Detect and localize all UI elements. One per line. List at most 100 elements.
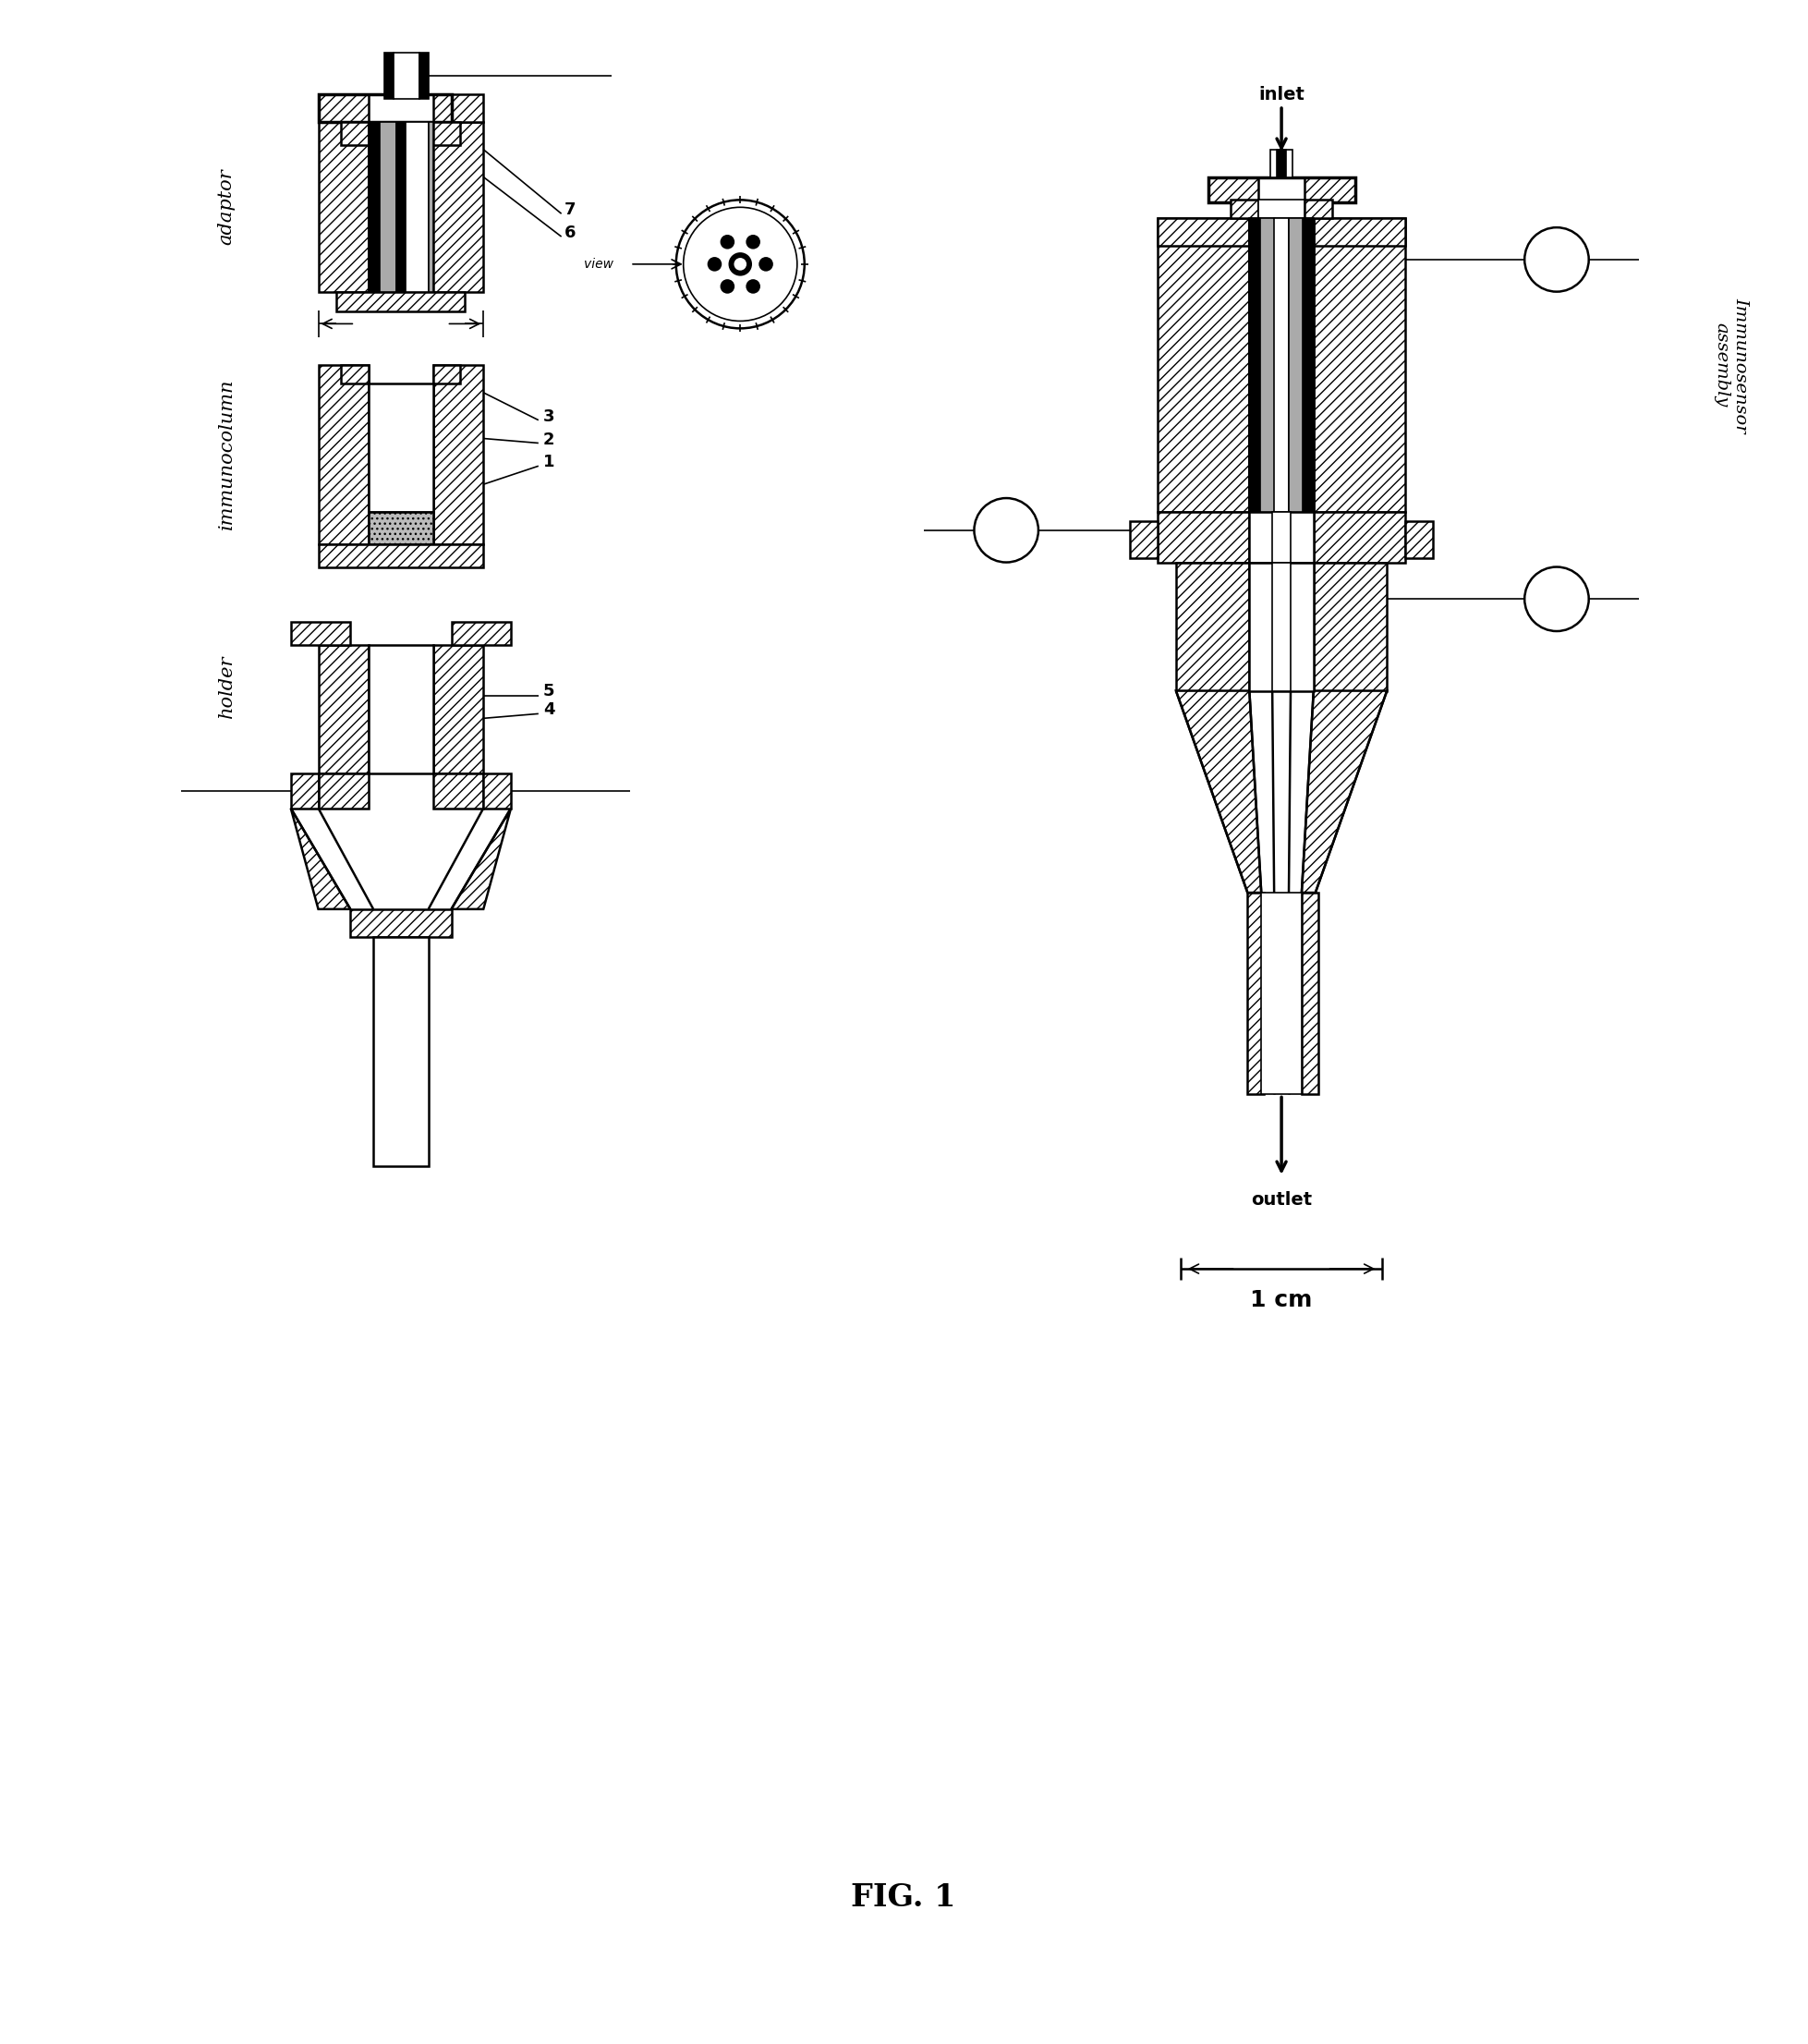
Bar [1405,521,1432,558]
Bar [318,94,452,123]
Bar [318,123,369,292]
Circle shape [721,280,734,292]
Bar [1302,893,1318,1094]
Bar [1208,178,1258,202]
Bar [1130,521,1157,558]
Circle shape [676,200,805,329]
Bar [1276,149,1285,178]
Bar [1314,219,1405,245]
Bar [419,53,428,98]
Bar [1302,219,1314,511]
Polygon shape [452,807,512,910]
Text: Immunosensor
assembly: Immunosensor assembly [1712,296,1748,433]
Bar [1289,219,1304,511]
Bar [318,366,369,544]
Bar [432,94,483,123]
Bar [318,646,369,773]
Text: C: C [1549,591,1564,609]
Bar [432,366,483,544]
Bar [1314,562,1387,691]
Bar [1249,219,1260,511]
Bar [432,366,461,384]
Text: inlet: inlet [1258,86,1305,104]
Text: 5: 5 [542,683,555,699]
Bar [432,123,461,145]
Bar [1175,562,1249,691]
Bar [369,646,432,773]
Polygon shape [291,807,351,910]
Bar [1249,562,1314,691]
Circle shape [975,499,1038,562]
Text: R: R [998,521,1014,540]
Bar [385,53,394,98]
Bar [428,123,432,292]
Bar [1304,200,1332,219]
Bar [318,544,483,566]
Bar [432,123,483,292]
Bar [336,292,465,313]
Bar [380,123,396,292]
Bar [1260,219,1275,511]
Text: 1 cm: 1 cm [1251,1290,1313,1310]
Bar [1304,178,1354,202]
Bar [405,123,428,292]
Bar [1275,219,1289,511]
Polygon shape [1302,691,1387,893]
Bar [342,123,369,145]
Text: 4: 4 [542,701,555,717]
Bar [1208,178,1354,202]
Circle shape [747,235,759,247]
Bar [1273,511,1291,562]
Bar [1314,219,1405,511]
Bar [372,936,428,1165]
Bar [318,94,369,123]
Bar [369,384,432,511]
Bar [1258,200,1304,219]
Bar [483,773,512,807]
Bar [1271,149,1293,178]
Bar [369,511,432,544]
Bar [1157,511,1249,562]
Bar [432,646,483,773]
Bar [1249,511,1314,562]
Bar [1314,511,1405,562]
Text: 6: 6 [564,225,575,241]
Bar [1273,562,1291,691]
Circle shape [683,206,797,321]
Bar [351,910,452,936]
Bar [1231,200,1258,219]
Bar [394,53,419,98]
Text: immunocolumn: immunocolumn [217,378,235,529]
Text: 3: 3 [542,409,555,425]
Bar [342,366,369,384]
Bar [432,773,483,807]
Bar [396,123,405,292]
Bar [1249,219,1314,511]
Bar [452,621,512,646]
Text: FIG. 1: FIG. 1 [852,1883,956,1913]
Text: view: view [584,258,615,270]
Circle shape [734,260,745,270]
Bar [1248,893,1264,1094]
Bar [1157,219,1249,511]
Bar [369,123,380,292]
Text: W: W [1546,249,1568,270]
Circle shape [747,280,759,292]
Circle shape [759,258,772,270]
Circle shape [709,258,721,270]
Circle shape [1524,566,1589,632]
Text: 7: 7 [564,202,575,219]
Bar [369,123,432,292]
Text: holder: holder [217,654,235,717]
Circle shape [721,235,734,247]
Bar [1262,893,1302,1094]
Circle shape [1524,227,1589,292]
Bar [318,773,369,807]
Bar [291,773,318,807]
Circle shape [729,253,752,276]
Text: 2: 2 [542,431,555,448]
Text: 1: 1 [542,454,555,470]
Bar [291,621,351,646]
Bar [1157,219,1249,245]
Text: outlet: outlet [1251,1192,1313,1208]
